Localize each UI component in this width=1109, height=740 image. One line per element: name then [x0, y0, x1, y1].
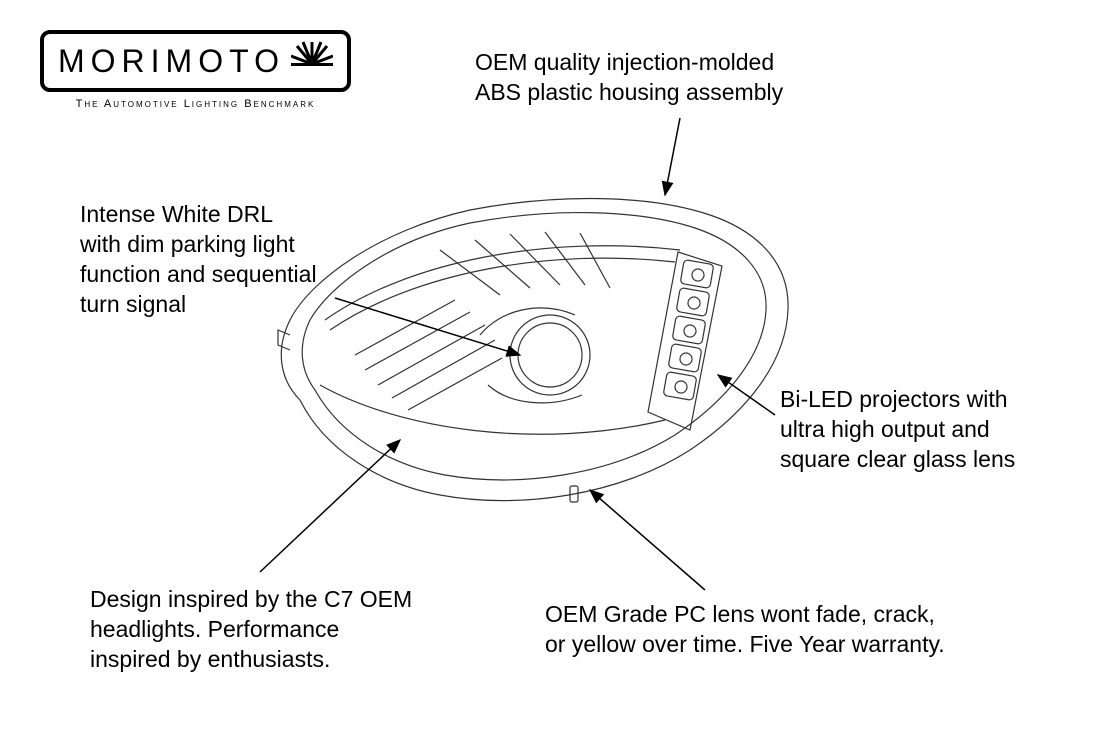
logo-box: MORIMOTO: [40, 30, 351, 92]
callout-drl: Intense White DRL with dim parking light…: [80, 200, 380, 320]
rising-sun-icon: [291, 40, 333, 82]
callout-lens: OEM Grade PC lens wont fade, crack, or y…: [545, 600, 1045, 660]
logo-wordmark: MORIMOTO: [58, 43, 285, 80]
logo-tagline: The Automotive Lighting Benchmark: [40, 98, 351, 110]
callout-projectors: Bi-LED projectors with ultra high output…: [780, 385, 1090, 475]
arrow-housing: [665, 118, 680, 195]
brand-logo: MORIMOTO Th: [40, 30, 351, 110]
callout-housing: OEM quality injection-molded ABS plastic…: [475, 48, 905, 108]
callout-design: Design inspired by the C7 OEM headlights…: [90, 585, 490, 675]
